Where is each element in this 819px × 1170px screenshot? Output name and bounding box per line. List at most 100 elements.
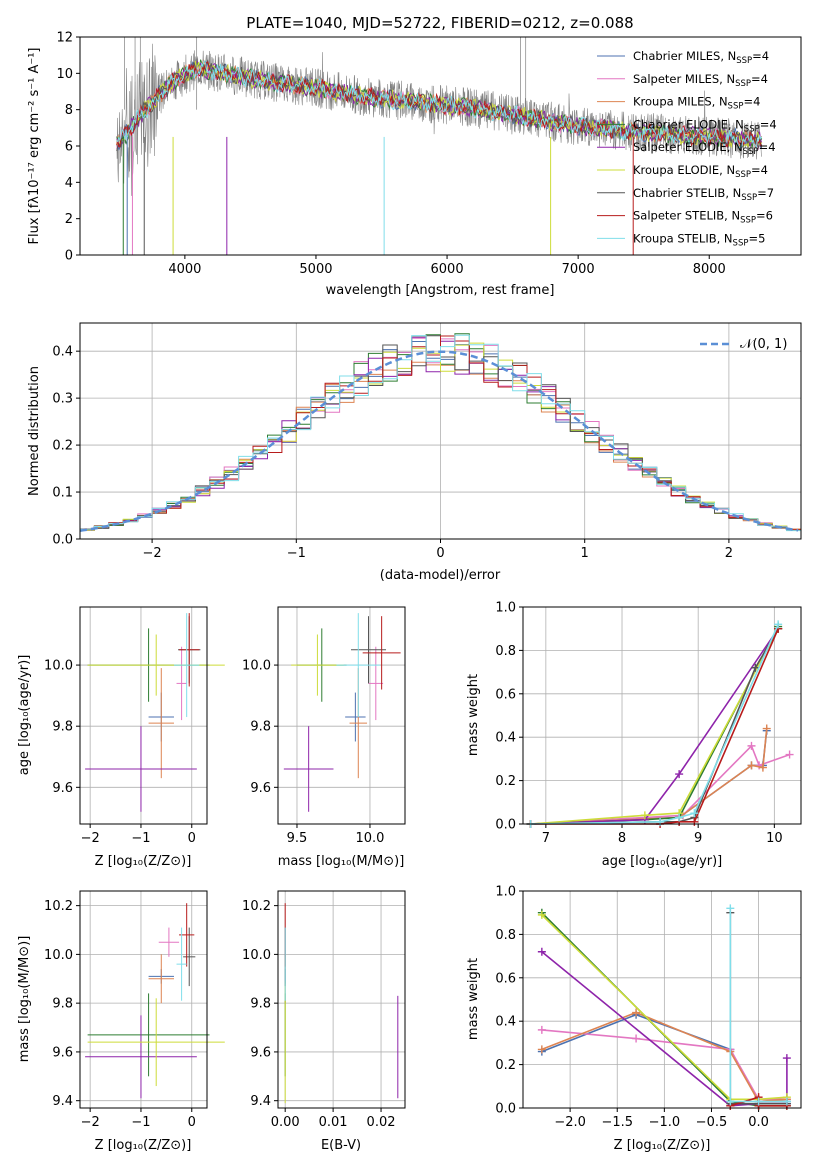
y-tick-label: 0.6 (495, 687, 516, 702)
x-tick-label: −1 (131, 831, 150, 846)
age-z-xlabel: Z [log₁₀(Z/Z⊙)] (95, 854, 192, 869)
x-tick-label: 1 (581, 546, 589, 561)
x-tick-label: 10.0 (355, 831, 384, 846)
y-tick-label: 10.0 (242, 948, 271, 963)
mw-marker-salpeter-elodie (675, 770, 684, 779)
x-tick-label: 9.5 (287, 831, 308, 846)
mw-z-xlabel: Z [log₁₀(Z/Z⊙)] (614, 1138, 711, 1153)
y-tick-label: 1.0 (495, 885, 516, 900)
y-tick-label: 0.4 (52, 345, 73, 360)
mw-marker-kroupa-miles (762, 724, 771, 733)
y-tick-label: 10.2 (242, 899, 271, 914)
mw-line-salpeter-elodie (530, 628, 779, 825)
mw-age-ylabel: mass weight (466, 674, 481, 756)
age-z-panel: −2 −1 0 9.6 9.8 10.0 Z [log₁₀(Z/Z⊙)] age [log… (17, 606, 225, 869)
x-tick-label: −2.0 (554, 1115, 586, 1130)
y-tick-label: 2 (65, 212, 73, 227)
mw-marker-kroupa-miles (632, 1008, 641, 1017)
figure-title: PLATE=1040, MJD=52722, FIBERID=0212, z=0… (246, 14, 633, 32)
mw-marker-kroupa-stelib (690, 809, 699, 818)
x-tick-label: −1.5 (601, 1115, 633, 1130)
y-tick-label: 9.8 (52, 997, 73, 1012)
normal-legend-label: 𝒩(0, 1) (740, 337, 787, 352)
mw-marker-kroupa-miles (758, 763, 767, 772)
x-tick-label: 0 (188, 1115, 196, 1130)
y-tick-label: 10.0 (242, 659, 271, 674)
mw-age-panel: 7 8 9 10 0.0 0.2 0.4 0.6 0.8 1.0 age [log₁₀(age/y… (466, 601, 802, 869)
x-tick-label: −1 (131, 1115, 150, 1130)
mass-ebv-xlabel: E(B-V) (321, 1138, 361, 1153)
histogram-frame (79, 322, 802, 540)
mw-age-xlabel: age [log₁₀(age/yr)] (602, 854, 723, 869)
y-tick-label: 9.6 (52, 781, 73, 796)
x-tick-label: 9 (694, 831, 702, 846)
spectrum-lines (116, 37, 763, 255)
spectrum-plot-area: 4000 5000 6000 7000 8000 0 2 4 6 8 10 12 (56, 31, 763, 277)
spectrum-panel: 4000 5000 6000 7000 8000 0 2 4 6 8 10 12 Chabrier M… (27, 31, 802, 298)
y-tick-label: 0.1 (52, 486, 73, 501)
y-tick-label: 0.0 (52, 533, 73, 548)
age-z-ylabel: age [log₁₀(age/yr)] (17, 655, 32, 776)
mw-marker-salpeter-elodie (537, 947, 546, 956)
legend-label-chabrier-elodie: Chabrier ELODIE, NSSP=4 (633, 117, 777, 134)
y-tick-label: 0.4 (495, 731, 516, 746)
legend-label-kroupa-stelib: Kroupa STELIB, NSSP=5 (633, 231, 765, 248)
mw-z-panel: −2.0 −1.5 −1.0 −0.5 0.0 0.0 0.2 0.4 0.6 0.8 1.0 Z … (466, 885, 802, 1153)
mass-ebv-panel: 0.00 0.01 0.02 9.4 9.6 9.8 10.0 10.2 E(B-V) (242, 890, 406, 1153)
y-tick-label: 10.0 (44, 659, 73, 674)
histogram-ylabel: Normed distribution (27, 366, 42, 496)
x-tick-label: 7 (542, 831, 550, 846)
y-tick-label: 0.2 (495, 1058, 516, 1073)
mw-marker-kroupa-stelib (726, 1097, 735, 1106)
histogram-legend: 𝒩(0, 1) (700, 337, 787, 352)
y-tick-label: 0 (65, 249, 73, 264)
age-mass-frame (277, 606, 406, 825)
legend-label-chabrier-miles: Chabrier MILES, NSSP=4 (633, 49, 769, 66)
y-tick-label: 1.0 (495, 601, 516, 616)
mw-age-frame (522, 606, 802, 825)
mass-z-xlabel: Z [log₁₀(Z/Z⊙)] (95, 1138, 192, 1153)
x-tick-label: −2 (143, 546, 162, 561)
y-tick-label: 0.2 (52, 439, 73, 454)
y-tick-label: 0.4 (495, 1015, 516, 1030)
mw-marker-kroupa-stelib (782, 1097, 791, 1106)
mass-z-frame (79, 890, 208, 1109)
mw-marker-chabrier-stelib (751, 663, 760, 672)
mw-marker-kroupa-elodie (537, 910, 546, 919)
hist-kroupa-stelib (80, 334, 801, 532)
spectrum-xlabel: wavelength [Angstrom, rest frame] (326, 283, 555, 298)
mass-z-panel: −2 −1 0 9.4 9.6 9.8 10.0 10.2 Z [log₁₀(Z/Z⊙)] m… (17, 890, 225, 1153)
mw-marker-kroupa-miles (747, 761, 756, 770)
y-tick-label: 9.6 (250, 781, 271, 796)
y-tick-label: 9.6 (52, 1045, 73, 1060)
x-tick-label: 0 (188, 831, 196, 846)
histogram-lines (80, 333, 801, 533)
y-tick-label: 10.0 (44, 948, 73, 963)
y-tick-label: 0.0 (495, 1102, 516, 1117)
x-tick-label: 0.01 (319, 1115, 348, 1130)
x-tick-label: 7000 (562, 262, 595, 277)
spectrum-ylabel: Flux [fλ10⁻¹⁷ erg cm⁻² s⁻¹ A⁻¹] (27, 48, 42, 245)
age-z-frame (79, 606, 208, 825)
mw-line-kroupa-elodie (530, 628, 779, 825)
mass-ebv-frame (277, 890, 406, 1109)
x-tick-label: 0.0 (748, 1115, 769, 1130)
y-tick-label: 0.8 (495, 928, 516, 943)
mw-marker-kroupa-stelib (754, 1097, 763, 1106)
mw-marker-kroupa-miles (537, 1045, 546, 1054)
y-tick-label: 9.6 (250, 1045, 271, 1060)
mw-age-plot-area: 7 8 9 10 0.0 0.2 0.4 0.6 0.8 1.0 (495, 601, 801, 846)
y-tick-label: 10 (56, 67, 73, 82)
histogram-panel: −2 −1 0 1 2 0.0 0.1 0.2 0.3 0.4 𝒩(0, 1) (data-mod… (27, 322, 802, 583)
x-tick-label: −1 (287, 546, 306, 561)
mw-marker-kroupa-stelib (726, 904, 735, 913)
y-tick-label: 0.3 (52, 392, 73, 407)
x-tick-label: 8 (618, 831, 626, 846)
histogram-plot-area: −2 −1 0 1 2 0.0 0.1 0.2 0.3 0.4 (52, 323, 801, 561)
y-tick-label: 0.6 (495, 971, 516, 986)
x-tick-label: −2 (81, 1115, 100, 1130)
y-tick-label: 0.8 (495, 644, 516, 659)
x-tick-label: 4000 (168, 262, 201, 277)
y-tick-label: 0.0 (495, 818, 516, 833)
